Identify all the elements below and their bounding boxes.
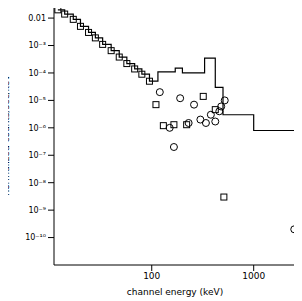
- svg-text:10⁻⁹: 10⁻⁹: [28, 206, 46, 215]
- svg-text:10⁻³: 10⁻³: [28, 41, 46, 50]
- svg-text:10⁻⁵: 10⁻⁵: [28, 96, 46, 105]
- svg-text:10⁻¹⁰: 10⁻¹⁰: [25, 233, 46, 242]
- svg-text:10⁻⁷: 10⁻⁷: [28, 151, 46, 160]
- svg-text:10⁻⁸: 10⁻⁸: [28, 179, 46, 188]
- svg-text:0.01: 0.01: [28, 14, 46, 23]
- svg-text:10⁻⁶: 10⁻⁶: [28, 124, 46, 133]
- svg-text:100: 100: [143, 271, 160, 281]
- svg-text:10⁻⁴: 10⁻⁴: [28, 69, 46, 78]
- svg-text:normalized counts/sec/keV: normalized counts/sec/keV: [8, 74, 11, 196]
- svg-text:channel energy (keV): channel energy (keV): [127, 287, 223, 297]
- svg-text:1000: 1000: [242, 271, 265, 281]
